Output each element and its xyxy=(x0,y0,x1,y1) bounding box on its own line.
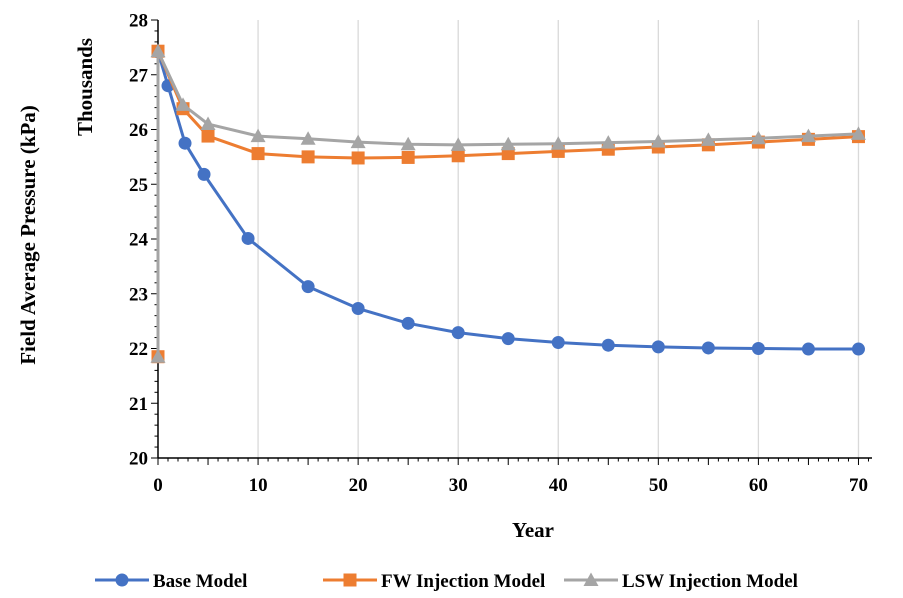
y-tick-label: 25 xyxy=(129,175,148,196)
y-tick-label: 24 xyxy=(129,230,149,251)
data-point xyxy=(150,43,166,58)
data-point xyxy=(450,137,466,151)
y-axis-label: Field Average Pressure (kPa) xyxy=(16,105,40,365)
data-point xyxy=(651,340,665,354)
data-point xyxy=(701,341,715,355)
x-tick-label: 10 xyxy=(249,475,268,496)
x-tick-label: 60 xyxy=(749,475,768,496)
data-point xyxy=(800,128,816,143)
data-point xyxy=(751,342,765,355)
data-point xyxy=(175,97,191,111)
y-tick-label: 22 xyxy=(129,339,148,360)
legend-marker xyxy=(343,573,357,587)
data-point xyxy=(750,130,766,145)
y-tick-label: 28 xyxy=(129,11,148,32)
data-point xyxy=(501,147,515,161)
legend-item: FW Injection Model xyxy=(323,571,545,592)
data-point xyxy=(400,136,416,151)
data-point xyxy=(500,136,516,151)
data-point xyxy=(301,150,315,164)
x-tick-label: 40 xyxy=(549,475,568,496)
data-point xyxy=(401,150,415,164)
x-tick-label: 0 xyxy=(153,475,163,496)
data-point xyxy=(301,280,315,294)
legend-item: LSW Injection Model xyxy=(564,571,798,592)
data-point xyxy=(178,136,192,150)
legend-marker xyxy=(115,573,129,587)
data-point xyxy=(251,147,265,161)
data-point xyxy=(201,129,215,143)
data-point xyxy=(351,151,365,165)
data-point xyxy=(241,231,255,245)
series-line xyxy=(156,50,859,357)
y-tick-label: 27 xyxy=(129,65,149,86)
data-point xyxy=(650,134,666,148)
x-tick-label: 20 xyxy=(349,475,368,496)
data-point xyxy=(401,316,415,330)
x-tick-label: 50 xyxy=(649,475,668,496)
axes xyxy=(151,19,872,465)
gridlines xyxy=(257,20,860,458)
data-point xyxy=(250,128,266,143)
data-point xyxy=(197,167,211,181)
y-axis-unit-label: Thousands xyxy=(73,38,97,136)
data-point xyxy=(150,349,166,363)
y-tick-label: 26 xyxy=(129,120,148,141)
data-point xyxy=(850,126,866,140)
legend-marker xyxy=(583,572,599,586)
data-point xyxy=(600,135,616,149)
data-point xyxy=(851,342,865,356)
x-tick-label: 70 xyxy=(849,475,868,496)
series-layer xyxy=(150,43,866,364)
legend-label: LSW Injection Model xyxy=(622,571,798,592)
data-point xyxy=(551,335,565,349)
data-point xyxy=(700,132,716,146)
data-point xyxy=(451,149,465,163)
legend-item: Base Model xyxy=(95,571,247,592)
data-point xyxy=(501,332,515,346)
legend-label: Base Model xyxy=(153,571,247,592)
legend-label: FW Injection Model xyxy=(381,571,545,592)
data-point xyxy=(350,134,366,149)
data-point xyxy=(801,342,815,356)
y-tick-labels: 20 21 22 23 24 25 26 27 28 xyxy=(129,11,149,470)
y-tick-label: 20 xyxy=(129,449,148,470)
series-line xyxy=(156,49,859,357)
x-tick-labels: 0 10 20 30 40 50 60 70 xyxy=(153,475,868,496)
y-tick-label: 23 xyxy=(129,284,148,305)
series-triangle xyxy=(150,43,866,363)
x-tick-label: 30 xyxy=(449,475,468,496)
data-point xyxy=(550,136,566,150)
x-axis-label: Year xyxy=(512,518,554,542)
data-point xyxy=(601,338,615,352)
data-point xyxy=(351,302,365,316)
data-point xyxy=(200,116,216,131)
y-tick-label: 21 xyxy=(129,394,148,415)
series-line xyxy=(156,49,859,357)
data-point xyxy=(300,131,316,145)
legend: Base Model FW Injection Model LSW Injectio… xyxy=(95,571,798,592)
data-point xyxy=(451,326,465,340)
